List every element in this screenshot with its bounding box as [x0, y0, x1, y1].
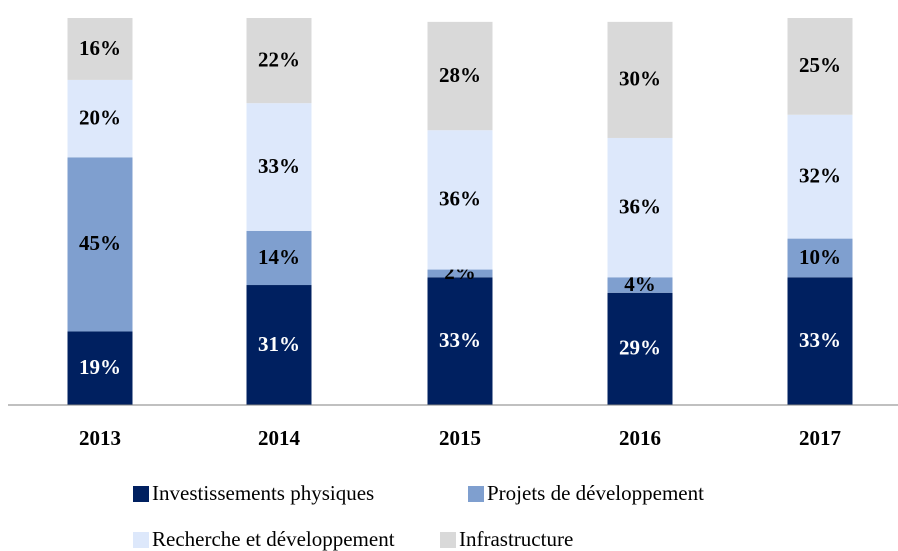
bar-segment [246, 230, 312, 286]
x-tick-label: 2015 [439, 426, 481, 450]
data-label: 16% [79, 36, 121, 60]
legend-label: Projets de développement [487, 481, 704, 505]
bar-segment [246, 285, 312, 405]
bar-segment [607, 137, 673, 278]
data-label: 25% [799, 53, 841, 77]
data-label: 14% [258, 245, 300, 269]
data-label: 45% [79, 231, 121, 255]
bar-segment [427, 21, 493, 131]
legend-label: Investissements physiques [152, 481, 374, 505]
data-label: 10% [799, 245, 841, 269]
data-label: 22% [258, 47, 300, 71]
bar-segment [67, 18, 133, 80]
bar-segment [607, 292, 673, 405]
legend-swatch [468, 486, 484, 502]
bar-segment [787, 277, 853, 405]
bar-segment [607, 21, 673, 138]
bar-segment [787, 238, 853, 278]
x-tick-label: 2014 [258, 426, 301, 450]
data-label: 19% [79, 355, 121, 379]
data-label: 33% [258, 154, 300, 178]
data-label: 36% [619, 194, 661, 218]
data-label: 20% [79, 105, 121, 129]
x-tick-label: 2013 [79, 426, 121, 450]
data-label: 32% [799, 163, 841, 187]
data-label: 31% [258, 332, 300, 356]
data-label: 33% [799, 328, 841, 352]
bar-segment [607, 277, 673, 293]
legend-label: Recherche et développement [152, 527, 395, 551]
data-label: 28% [439, 63, 481, 87]
legend-swatch [133, 486, 149, 502]
bar-segment [427, 277, 493, 405]
data-label: 33% [439, 328, 481, 352]
legend-swatch [440, 532, 456, 548]
data-label: 29% [619, 336, 661, 360]
data-label: 36% [439, 187, 481, 211]
bar-segment [787, 18, 853, 115]
x-tick-label: 2016 [619, 426, 661, 450]
bar-segment [427, 130, 493, 270]
bar-segment [67, 157, 133, 332]
data-label: 30% [619, 67, 661, 91]
bar-segment [246, 18, 312, 104]
legend-label: Infrastructure [459, 527, 573, 551]
bar-segment [67, 79, 133, 158]
legend-swatch [133, 532, 149, 548]
bar-segment [787, 114, 853, 239]
x-tick-label: 2017 [799, 426, 841, 450]
bar-segment [427, 269, 493, 278]
bar-segment [246, 103, 312, 231]
bar-segment [67, 331, 133, 405]
